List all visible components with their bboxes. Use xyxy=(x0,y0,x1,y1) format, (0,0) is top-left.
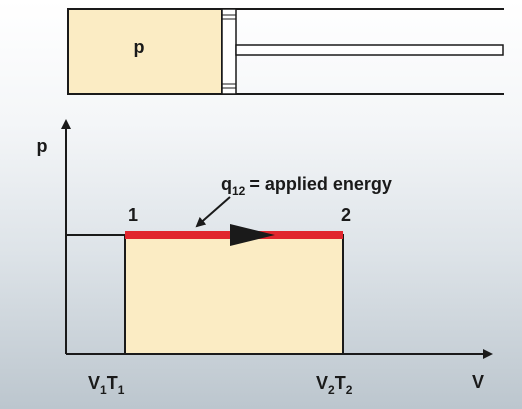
state-1-label: 1 xyxy=(128,205,138,225)
state-1-volume-temperature: V1T1 xyxy=(88,373,125,397)
gas-chamber xyxy=(67,8,223,95)
process-direction-arrow xyxy=(230,224,275,246)
state-2-volume-temperature: V2T2 xyxy=(316,373,353,397)
gas-pressure-label: p xyxy=(134,37,145,57)
work-area xyxy=(124,234,344,355)
y-axis-label: p xyxy=(37,136,48,156)
applied-energy-annotation: q12 = applied energy xyxy=(221,174,392,198)
cylinder-assembly: p xyxy=(67,8,504,95)
annotation-pointer-arrow xyxy=(195,196,231,228)
pv-diagram: p V 1 2 V1T1 V2T2 q12 = applied energy xyxy=(37,119,493,397)
piston-rod xyxy=(235,44,504,56)
x-axis-label: V xyxy=(472,372,484,392)
piston-head xyxy=(221,8,237,95)
state-2-label: 2 xyxy=(341,205,351,225)
